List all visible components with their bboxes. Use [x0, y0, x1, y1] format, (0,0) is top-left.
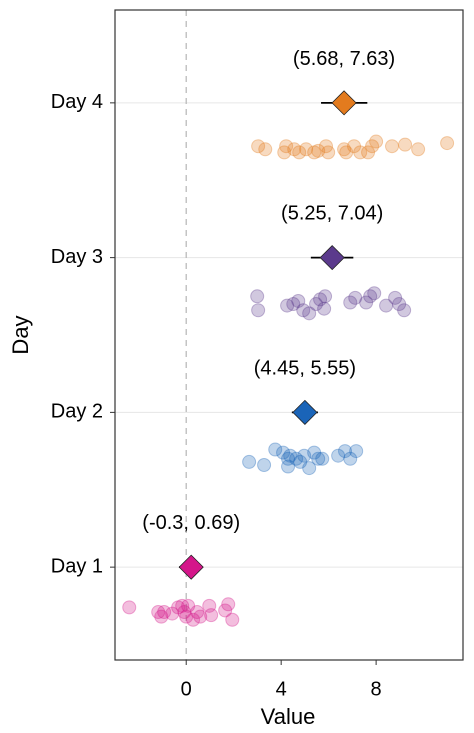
data-point	[292, 145, 307, 160]
x-tick-label: 0	[181, 678, 192, 700]
data-point	[302, 461, 317, 476]
mean-marker	[331, 90, 357, 116]
data-point	[251, 139, 266, 154]
data-point	[179, 609, 194, 624]
data-point	[388, 290, 403, 305]
data-point	[349, 444, 364, 459]
data-point	[190, 605, 205, 620]
data-point	[397, 303, 412, 318]
data-point	[281, 459, 296, 474]
data-point	[289, 451, 304, 466]
data-point	[181, 598, 196, 613]
data-point	[367, 286, 382, 301]
data-point	[363, 289, 378, 304]
data-point	[343, 451, 358, 466]
data-point	[319, 139, 334, 154]
data-point	[331, 448, 346, 463]
data-point	[280, 298, 295, 313]
y-tick-label: Day 4	[51, 91, 103, 113]
data-point	[268, 442, 283, 457]
x-axis-title: Value	[261, 704, 316, 729]
data-point	[339, 145, 354, 160]
x-tick-label: 8	[371, 678, 382, 700]
data-point	[218, 603, 233, 618]
data-point	[293, 454, 308, 469]
data-point	[369, 134, 384, 149]
data-point	[287, 142, 302, 157]
data-point	[258, 142, 273, 157]
data-point	[165, 606, 180, 621]
data-point	[221, 597, 236, 612]
ci-label: (5.68, 7.63)	[293, 48, 395, 70]
data-point	[281, 451, 296, 466]
data-point	[177, 605, 192, 620]
data-point	[313, 292, 328, 307]
data-point	[250, 289, 265, 304]
data-point	[359, 295, 374, 310]
data-point	[276, 445, 291, 460]
y-tick-label: Day 2	[51, 401, 103, 423]
data-point	[283, 448, 298, 463]
mean-marker	[292, 399, 318, 425]
mean-marker	[178, 554, 204, 580]
data-point	[122, 600, 137, 615]
data-point	[242, 454, 257, 469]
data-point	[315, 451, 330, 466]
data-point	[361, 145, 376, 160]
ci-label: (5.25, 7.04)	[281, 203, 383, 225]
data-point	[337, 142, 352, 157]
data-point	[379, 298, 394, 313]
data-point	[338, 444, 353, 459]
plot-frame	[114, 9, 464, 661]
data-point	[296, 303, 311, 318]
data-point	[277, 145, 292, 160]
data-point	[311, 143, 326, 158]
x-tick-label: 4	[276, 678, 287, 700]
data-point	[353, 145, 368, 160]
data-point	[385, 139, 400, 154]
data-point	[321, 145, 336, 160]
data-point	[175, 598, 190, 613]
ci-label: (-0.3, 0.69)	[142, 512, 240, 534]
data-point	[154, 609, 169, 624]
data-point	[202, 598, 217, 613]
data-point	[291, 293, 306, 308]
data-point	[302, 306, 317, 321]
data-point	[225, 612, 240, 627]
data-point	[186, 612, 201, 627]
data-point	[365, 139, 380, 154]
y-tick-label: Day 3	[51, 246, 103, 268]
ci-label: (4.45, 5.55)	[254, 357, 356, 379]
data-point	[151, 605, 166, 620]
data-point	[411, 142, 426, 157]
data-point	[440, 136, 455, 151]
data-point	[171, 600, 186, 615]
data-point	[299, 142, 314, 157]
data-point	[279, 139, 294, 154]
data-point	[317, 301, 332, 316]
data-point	[251, 303, 266, 318]
data-point	[157, 605, 172, 620]
data-point	[257, 458, 272, 472]
data-point	[193, 609, 208, 624]
data-point	[311, 451, 326, 466]
data-point	[398, 137, 413, 152]
data-point	[204, 608, 219, 623]
data-point	[392, 297, 407, 312]
data-point	[343, 295, 358, 310]
data-point	[318, 289, 333, 304]
y-tick-label: Day 1	[51, 555, 103, 577]
data-point	[348, 290, 363, 305]
y-axis-title: Day	[8, 315, 33, 354]
data-point	[297, 448, 312, 463]
data-point	[309, 297, 324, 312]
data-point	[307, 445, 322, 460]
data-point	[307, 145, 322, 160]
data-point	[286, 297, 301, 312]
mean-marker	[319, 245, 345, 271]
data-point	[347, 139, 362, 154]
